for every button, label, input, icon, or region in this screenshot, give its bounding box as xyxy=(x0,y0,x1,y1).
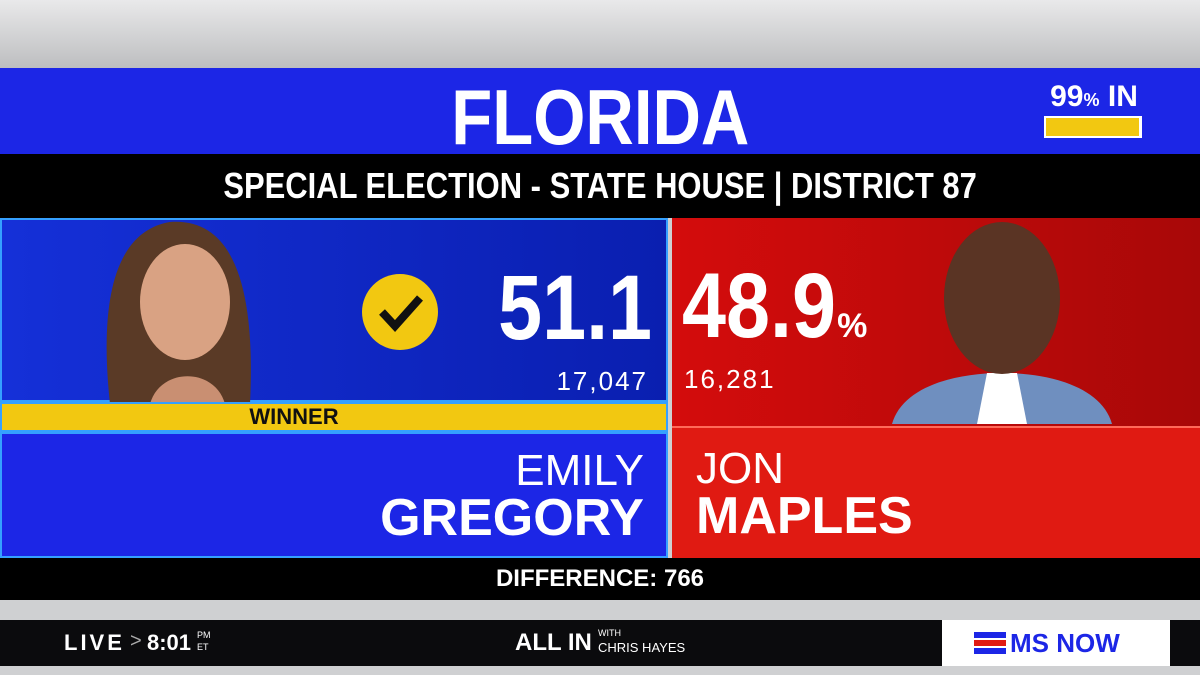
candidate-0-votes: 17,047 xyxy=(556,366,648,396)
candidate-1-percent: 48.9 xyxy=(682,255,836,357)
live-label: LIVE xyxy=(64,630,125,655)
candidate-0-percent: 51.1 xyxy=(498,257,652,359)
candidate-1-panel: 48.9% 16,281 xyxy=(672,218,1200,426)
candidate-1-votes: 16,281 xyxy=(684,364,776,394)
candidate-0-photo xyxy=(106,221,251,404)
time: 8:01 xyxy=(147,630,192,655)
state-name: FLORIDA xyxy=(450,73,750,161)
meridiem: PM xyxy=(197,630,211,640)
candidate-1-photo xyxy=(892,222,1112,424)
subtitle-bar: SPECIAL ELECTION - STATE HOUSE | DISTRIC… xyxy=(0,154,1200,218)
candidate-1-last-name: MAPLES xyxy=(696,487,913,545)
state-title: FLORIDA xyxy=(0,72,1200,163)
show-host: CHRIS HAYES xyxy=(598,640,686,655)
candidate-1-first-name: JON xyxy=(696,444,784,493)
difference-label: DIFFERENCE: xyxy=(495,565,658,592)
network-logo xyxy=(974,632,1006,654)
reporting-bar xyxy=(1046,118,1140,136)
time-zone: ET xyxy=(197,642,209,652)
reporting-percent-sign: % xyxy=(1083,90,1100,110)
winner-label: WINNER xyxy=(249,404,339,429)
reporting-percent: 99 xyxy=(1050,80,1084,113)
header-bar: FLORIDA 99% IN xyxy=(0,68,1200,161)
reporting: 99% IN xyxy=(1044,80,1144,114)
candidate-1-result: 48.9% xyxy=(682,258,867,374)
reporting-track xyxy=(1044,116,1142,138)
difference-value: 766 xyxy=(663,565,705,592)
winner-check xyxy=(362,274,438,350)
candidate-1-name-panel: JON MAPLES xyxy=(672,426,1200,558)
ticker-arrow: > xyxy=(130,630,142,652)
difference-bar: DIFFERENCE: 766 xyxy=(0,558,1200,600)
winner-bar: WINNER xyxy=(0,402,668,432)
network-box: MS NOW xyxy=(942,620,1170,666)
candidate-0-first-name: EMILY xyxy=(515,446,644,495)
subtitle: SPECIAL ELECTION - STATE HOUSE | DISTRIC… xyxy=(223,165,977,206)
show-name: ALL IN xyxy=(515,629,592,656)
show-with: WITH xyxy=(598,628,621,638)
reporting-label: IN xyxy=(1107,80,1138,113)
candidate-0-panel: 51.1% 17,047 xyxy=(0,218,668,443)
network-name: MS NOW xyxy=(1010,628,1120,658)
candidate-1-percent-sign: % xyxy=(837,307,868,345)
candidate-0-name-panel: EMILY GREGORY xyxy=(0,432,668,558)
candidate-0-last-name: GREGORY xyxy=(380,489,644,547)
top-frame xyxy=(0,0,1200,68)
ticker: LIVE > 8:01 PM ET ALL IN WITH CHRIS HAYE… xyxy=(0,620,1200,666)
